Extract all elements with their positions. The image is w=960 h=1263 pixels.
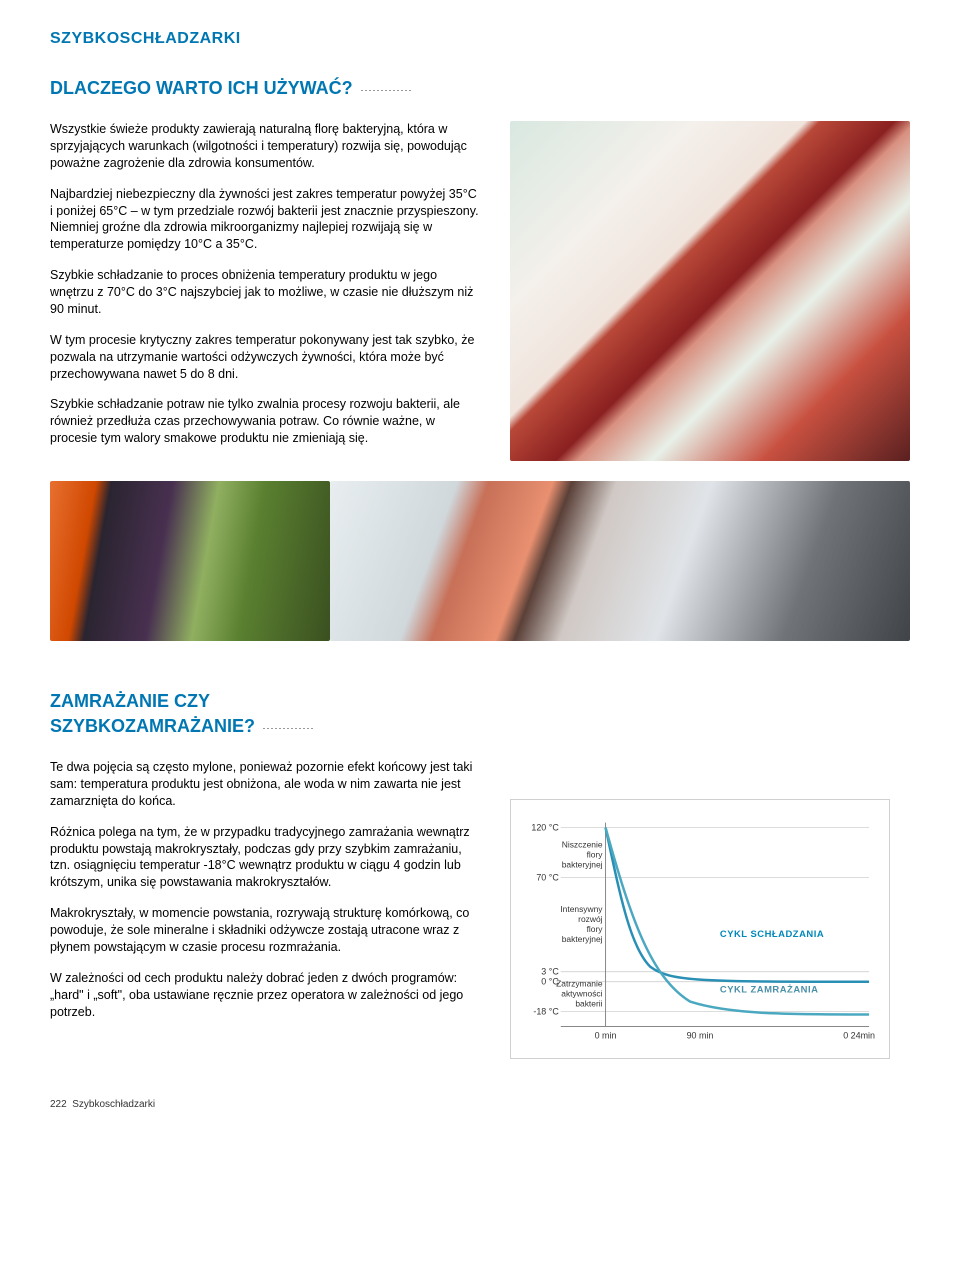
chart-svg: 120 °C70 °C3 °C0 °C-18 °C Niszczenieflor… [521, 810, 879, 1054]
two-column-top: Wszystkie świeże produkty zawierają natu… [50, 121, 910, 461]
chart-column: 120 °C70 °C3 °C0 °C-18 °C Niszczenieflor… [510, 759, 910, 1059]
paragraph: Szybkie schładzanie potraw nie tylko zwa… [50, 396, 480, 447]
paragraph: Najbardziej niebezpieczny dla żywności j… [50, 186, 480, 254]
text-column: Wszystkie świeże produkty zawierają natu… [50, 121, 480, 461]
chart-y-ticks: 120 °C70 °C3 °C0 °C-18 °C [531, 823, 559, 1017]
photo-row [50, 481, 910, 641]
two-column-bottom: Te dwa pojęcia są często mylone, poniewa… [50, 759, 910, 1059]
paragraph: W zależności od cech produktu należy dob… [50, 970, 480, 1021]
svg-text:rozwój: rozwój [578, 914, 603, 924]
paragraph: Te dwa pojęcia są często mylone, poniewa… [50, 759, 480, 810]
svg-text:Zatrzymanie: Zatrzymanie [556, 979, 603, 989]
heading-freezing-1: ZAMRAŻANIE CZY [50, 691, 910, 712]
page-content: SZYBKOSCHŁADZARKI DLACZEGO WARTO ICH UŻY… [0, 0, 960, 1130]
chart-curve-chilling [606, 828, 870, 982]
heading-ruler [263, 728, 313, 729]
photo-meat-tomatoes [510, 121, 910, 461]
svg-text:0 min: 0 min [595, 1030, 617, 1040]
page-footer: 222 Szybkoschładzarki [50, 1099, 910, 1110]
chart-phase-label-2: CYKL ZAMRAŻANIA [720, 985, 819, 996]
svg-text:flory: flory [587, 924, 604, 934]
temperature-cycle-chart: 120 °C70 °C3 °C0 °C-18 °C Niszczenieflor… [510, 799, 890, 1059]
svg-text:0 24min: 0 24min [843, 1030, 875, 1040]
paragraph: Różnica polega na tym, że w przypadku tr… [50, 824, 480, 892]
svg-text:Niszczenie: Niszczenie [562, 839, 603, 849]
svg-text:bakteryjnej: bakteryjnej [562, 859, 603, 869]
chart-phase-label-1: CYKL SCHŁADZANIA [720, 929, 824, 940]
svg-text:aktywności: aktywności [561, 989, 602, 999]
chart-x-ticks: 0 min 90 min 0 24min [595, 1030, 875, 1040]
heading-block-2: ZAMRAŻANIE CZY SZYBKOZAMRAŻANIE? [50, 691, 910, 741]
text-column: Te dwa pojęcia są często mylone, poniewa… [50, 759, 480, 1059]
heading-freezing-2: SZYBKOZAMRAŻANIE? [50, 716, 255, 737]
paragraph: Wszystkie świeże produkty zawierają natu… [50, 121, 480, 172]
paragraph: Szybkie schładzanie to proces obniżenia … [50, 267, 480, 318]
section-header: SZYBKOSCHŁADZARKI [50, 30, 910, 48]
chart-gridlines [561, 828, 869, 1012]
svg-text:bakterii: bakterii [575, 999, 602, 1009]
heading-row: DLACZEGO WARTO ICH UŻYWAĆ? [50, 78, 910, 103]
heading-why-use: DLACZEGO WARTO ICH UŻYWAĆ? [50, 78, 353, 99]
svg-text:flory: flory [587, 849, 604, 859]
heading-row: SZYBKOZAMRAŻANIE? [50, 716, 910, 741]
svg-text:90 min: 90 min [687, 1030, 714, 1040]
svg-text:70 °C: 70 °C [536, 872, 559, 882]
svg-text:3 °C: 3 °C [541, 967, 559, 977]
svg-text:Intensywny: Intensywny [560, 904, 603, 914]
svg-text:bakteryjnej: bakteryjnej [562, 934, 603, 944]
heading-ruler [361, 90, 411, 91]
page-label: Szybkoschładzarki [72, 1099, 155, 1110]
svg-text:-18 °C: -18 °C [533, 1007, 559, 1017]
photo-fish-ice [330, 481, 910, 641]
paragraph: W tym procesie krytyczny zakres temperat… [50, 332, 480, 383]
page-number: 222 [50, 1099, 67, 1110]
paragraph: Makrokryształy, w momencie powstania, ro… [50, 905, 480, 956]
chart-zone-labels: NiszczenieflorybakteryjnejIntensywnyrozw… [556, 839, 603, 1008]
photo-vegetables [50, 481, 330, 641]
image-column [510, 121, 910, 461]
svg-text:120 °C: 120 °C [531, 823, 559, 833]
